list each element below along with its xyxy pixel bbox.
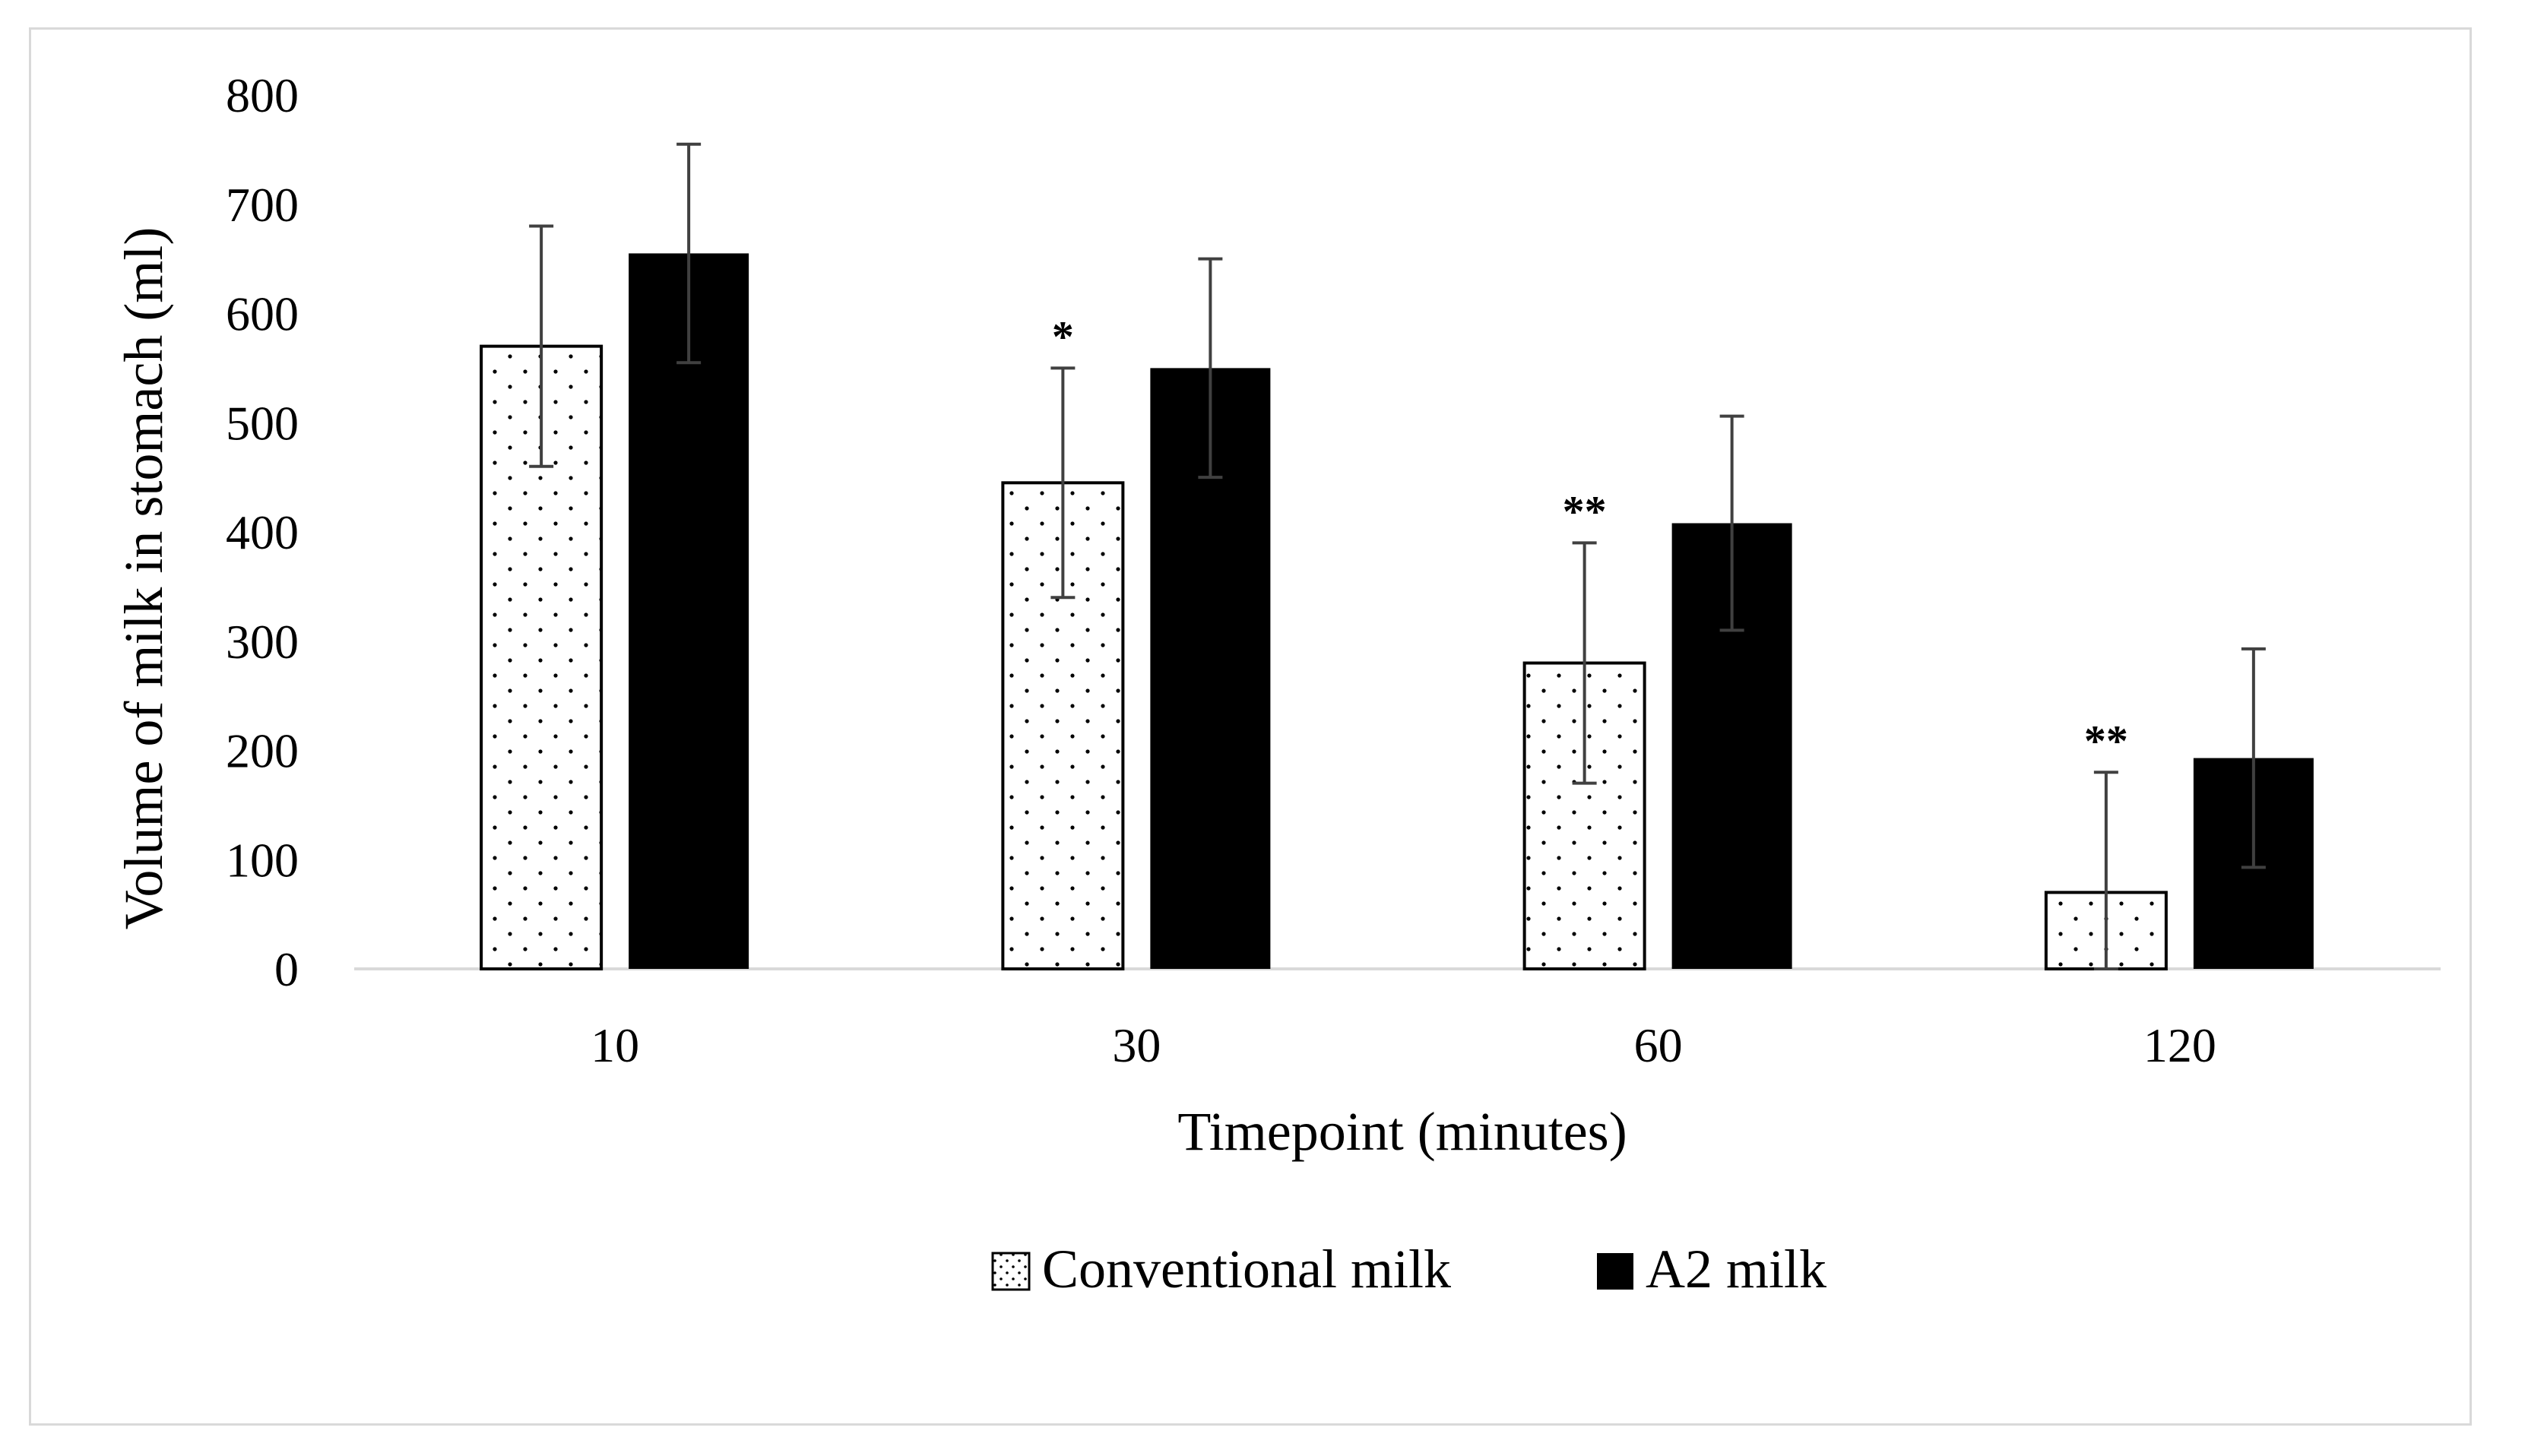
significance-marker: ** xyxy=(1563,486,1607,536)
y-axis-title: Volume of milk in stomach (ml) xyxy=(113,227,174,930)
y-tick-label: 400 xyxy=(226,505,299,559)
x-axis-categories: 10 30 60 120 xyxy=(591,1018,2216,1072)
x-category-label: 60 xyxy=(1634,1018,1683,1072)
chart-frame: 0 100 200 300 400 500 600 700 800 * ** ** 10 30 60 12… xyxy=(29,27,2472,1426)
y-tick-label: 800 xyxy=(226,68,299,122)
y-tick-label: 0 xyxy=(274,942,299,996)
legend-swatch-a2 xyxy=(1597,1253,1633,1290)
legend-label-conventional: Conventional milk xyxy=(1042,1239,1451,1299)
error-bars xyxy=(529,142,2266,970)
y-axis-ticks: 0 100 200 300 400 500 600 700 800 xyxy=(226,68,299,996)
x-axis-title: Timepoint (minutes) xyxy=(1177,1101,1627,1162)
y-tick-label: 100 xyxy=(226,833,299,887)
bar-a2-10 xyxy=(629,253,749,969)
significance-markers: ***** xyxy=(1052,312,2128,765)
y-tick-label: 700 xyxy=(226,178,299,232)
y-tick-label: 300 xyxy=(226,615,299,669)
bars xyxy=(480,253,2314,970)
significance-marker: ** xyxy=(2084,716,2128,765)
y-tick-label: 500 xyxy=(226,396,299,450)
y-tick-label: 600 xyxy=(226,287,299,341)
x-category-label: 120 xyxy=(2143,1018,2216,1072)
x-category-label: 10 xyxy=(591,1018,639,1072)
y-tick-label: 200 xyxy=(226,724,299,778)
x-category-label: 30 xyxy=(1112,1018,1161,1072)
legend: Conventional milk A2 milk xyxy=(991,1239,1826,1299)
significance-marker: * xyxy=(1052,312,1074,361)
legend-swatch-conventional xyxy=(991,1252,1031,1291)
legend-label-a2: A2 milk xyxy=(1646,1239,1826,1299)
